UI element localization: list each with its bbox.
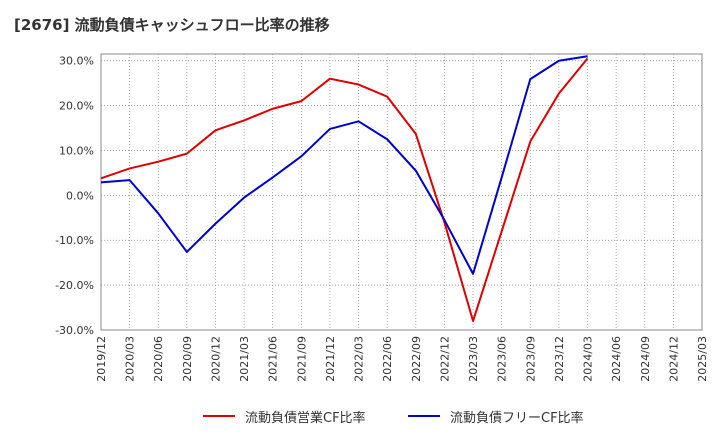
y-tick-label: 20.0% <box>59 100 94 113</box>
legend-swatch-free-cf <box>408 415 440 417</box>
legend-swatch-operating-cf <box>203 415 235 417</box>
series-line-0 <box>100 57 589 323</box>
x-tick-label: 2021/09 <box>295 336 308 382</box>
x-tick-label: 2022/09 <box>410 336 423 382</box>
x-tick-label: 2023/12 <box>553 336 566 382</box>
x-tick-label: 2023/09 <box>524 336 537 382</box>
legend-label-operating-cf: 流動負債営業CF比率 <box>245 410 366 426</box>
legend-item-operating-cf: 流動負債営業CF比率 <box>203 404 366 428</box>
x-tick-label: 2021/03 <box>238 336 251 382</box>
x-tick-label: 2024/12 <box>667 336 680 382</box>
x-tick-label: 2023/06 <box>496 336 509 382</box>
x-tick-label: 2023/03 <box>467 336 480 382</box>
x-tick-label: 2025/03 <box>696 336 709 382</box>
x-tick-label: 2022/06 <box>381 336 394 382</box>
x-tick-label: 2021/12 <box>324 336 337 382</box>
x-tick-label: 2019/12 <box>95 336 108 382</box>
legend-label-free-cf: 流動負債フリーCF比率 <box>450 410 584 426</box>
x-tick-label: 2024/03 <box>582 336 595 382</box>
x-tick-label: 2020/09 <box>181 336 194 382</box>
x-tick-label: 2021/06 <box>267 336 280 382</box>
legend-item-free-cf: 流動負債フリーCF比率 <box>408 404 584 428</box>
x-tick-label: 2022/03 <box>353 336 366 382</box>
x-tick-label: 2024/06 <box>610 336 623 382</box>
x-tick-label: 2022/12 <box>438 336 451 382</box>
legend: 流動負債営業CF比率 流動負債フリーCF比率 <box>0 404 720 428</box>
y-tick-label: 0.0% <box>66 189 94 202</box>
y-tick-label: 30.0% <box>59 55 94 68</box>
y-tick-label: -10.0% <box>55 234 94 247</box>
y-tick-label: 10.0% <box>59 144 94 157</box>
x-tick-label: 2024/09 <box>639 336 652 382</box>
chart-title: [2676] 流動負債キャッシュフロー比率の推移 <box>14 16 330 34</box>
series-line-1 <box>100 55 588 275</box>
x-tick-label: 2020/12 <box>209 336 222 382</box>
y-tick-label: -30.0% <box>55 324 94 337</box>
y-tick-label: -20.0% <box>55 279 94 292</box>
plot-area <box>100 53 703 331</box>
x-tick-label: 2020/06 <box>152 336 165 382</box>
x-tick-label: 2020/03 <box>124 336 137 382</box>
